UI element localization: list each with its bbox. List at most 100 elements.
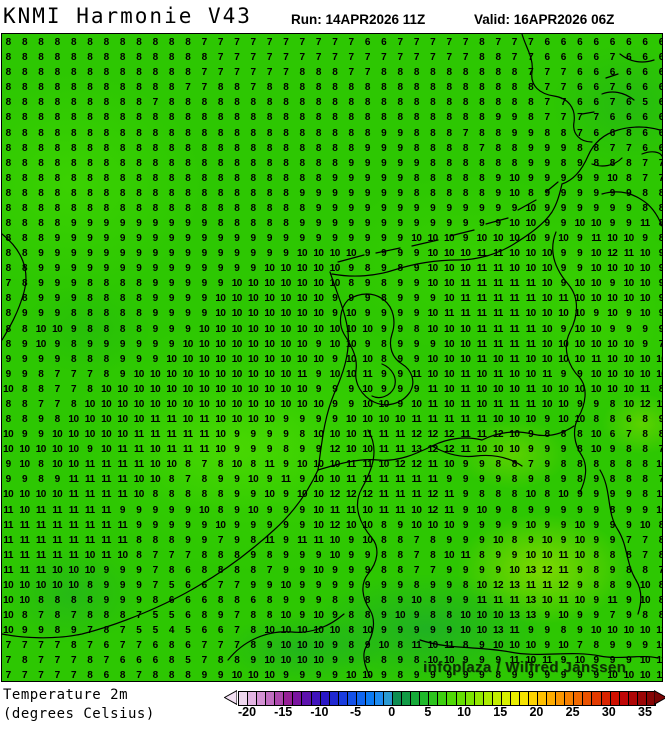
- temperature-value: 9: [201, 293, 208, 305]
- temperature-value: 11: [493, 263, 503, 275]
- temperature-value: 10: [443, 248, 455, 260]
- temperature-row: 9 9 8 7 7 7 8 9 10 10 10 10 10 10 10 10 10 10 11 9 10 10 11 9 9 1…: [2, 367, 662, 382]
- temperature-value: 10: [3, 429, 14, 441]
- temperature-value: 9: [315, 233, 322, 245]
- temperature-value: 9: [234, 534, 240, 546]
- temperature-value: 10: [264, 625, 275, 637]
- temperature-value: 8: [609, 398, 616, 410]
- temperature-value: 8: [217, 595, 224, 606]
- temperature-value: 9: [397, 353, 404, 365]
- temperature-value: 10: [101, 383, 112, 395]
- colorbar-segment: [646, 692, 655, 705]
- temperature-value: 10: [329, 263, 341, 275]
- temperature-value: 8: [653, 234, 662, 244]
- temperature-value: 10: [345, 414, 357, 426]
- temperature-value: 9: [136, 564, 142, 576]
- temperature-value: 11: [427, 474, 438, 486]
- temperature-value: 10: [297, 278, 308, 290]
- temperature-value: 9: [168, 263, 175, 275]
- temperature-value: 10: [362, 353, 373, 365]
- temperature-value: 8: [87, 202, 93, 214]
- temperature-value: 7: [201, 37, 208, 49]
- temperature-value: 11: [444, 640, 454, 652]
- temperature-value: 8: [152, 187, 159, 199]
- temperature-value: 8: [201, 97, 208, 109]
- temperature-value: 10: [345, 519, 357, 531]
- temperature-value: 11: [101, 489, 111, 501]
- temperature-value: 8: [528, 82, 534, 94]
- temperature-value: 9: [299, 595, 306, 606]
- temperature-value: 8: [462, 142, 469, 154]
- temperature-value: 9: [152, 353, 159, 365]
- temperature-value: 9: [119, 233, 126, 245]
- temperature-value: 8: [54, 625, 61, 637]
- temperature-value: 8: [168, 172, 175, 184]
- temperature-value: 7: [201, 459, 208, 471]
- temperature-value: 8: [653, 188, 662, 199]
- temperature-value: 11: [3, 504, 13, 516]
- temperature-value: 8: [5, 127, 12, 139]
- legend-title-line2: (degrees Celsius): [3, 706, 155, 722]
- temperature-value: 8: [626, 157, 632, 169]
- temperature-value: 7: [136, 610, 142, 622]
- temperature-value: 11: [460, 414, 471, 426]
- temperature-value: 9: [381, 383, 387, 395]
- temperature-value: 11: [525, 293, 536, 305]
- colorbar-segment: [239, 692, 249, 705]
- temperature-value: 7: [332, 37, 338, 49]
- temperature-value: 8: [217, 142, 224, 154]
- temperature-value: 10: [378, 640, 390, 652]
- temperature-value: 10: [509, 218, 520, 229]
- temperature-value: 9: [217, 248, 224, 260]
- temperature-value: 11: [427, 398, 438, 410]
- temperature-value: 8: [609, 549, 616, 561]
- temperature-row: 8 8 9 8 10 10 10 10 10 11 11 10 11 10 10 10 10 9 9 9 9 10 10 10…: [2, 413, 662, 428]
- temperature-value: 10: [133, 414, 145, 426]
- temperature-value: 9: [250, 444, 257, 456]
- temperature-value: 8: [511, 534, 518, 546]
- temperature-row: 8 8 8 9 9 9 9 9 9 9 9 9 9 9 9 9 9 9 9 9 9 9 9 9 9 10 10 10 9 10 10 10 10…: [2, 232, 662, 247]
- temperature-value: 8: [5, 233, 12, 245]
- temperature-value: 8: [299, 202, 306, 214]
- temperature-value: 8: [577, 474, 583, 486]
- temperature-value: 10: [313, 323, 324, 335]
- temperature-value: 8: [332, 157, 338, 169]
- temperature-value: 11: [476, 353, 487, 365]
- temperature-value: 10: [231, 293, 243, 305]
- temperature-value: 8: [168, 489, 175, 501]
- temperature-value: 7: [266, 37, 273, 49]
- valid-timestamp: Valid: 16APR2026 06Z: [474, 12, 615, 27]
- colorbar-tick-label: 10: [457, 705, 472, 719]
- temperature-value: 9: [462, 218, 469, 229]
- colorbar-segment: [374, 692, 384, 705]
- temperature-value: 9: [609, 323, 616, 335]
- temperature-value: 9: [119, 368, 126, 380]
- temperature-value: 8: [315, 127, 322, 139]
- temperature-value: 10: [639, 579, 651, 591]
- temperature-value: 8: [283, 112, 289, 124]
- temperature-value: 10: [133, 474, 145, 486]
- temperature-value: 9: [119, 338, 126, 350]
- temperature-value: 8: [103, 368, 110, 380]
- temperature-value: 9: [560, 278, 567, 290]
- temperature-value: 8: [544, 489, 550, 501]
- temperature-value: 9: [217, 610, 224, 622]
- temperature-value: 8: [266, 595, 273, 606]
- temperature-value: 8: [299, 429, 306, 441]
- temperature-value: 10: [639, 308, 651, 320]
- temperature-value: 8: [315, 172, 322, 184]
- temperature-value: 9: [446, 474, 452, 486]
- temperature-value: 10: [199, 323, 210, 335]
- temperature-value: 11: [395, 474, 405, 486]
- temperature-value: 10: [280, 655, 292, 667]
- temperature-value: 10: [297, 625, 308, 637]
- temperature-value: 8: [511, 489, 518, 501]
- temperature-value: 8: [234, 655, 240, 667]
- temperature-value: 10: [427, 353, 439, 365]
- temperature-value: 9: [234, 444, 240, 456]
- temperature-value: 8: [119, 127, 126, 139]
- temperature-value: 8: [626, 549, 632, 561]
- temperature-value: 9: [21, 474, 28, 486]
- temperature-value: 7: [653, 173, 662, 184]
- temperature-value: 9: [413, 610, 420, 622]
